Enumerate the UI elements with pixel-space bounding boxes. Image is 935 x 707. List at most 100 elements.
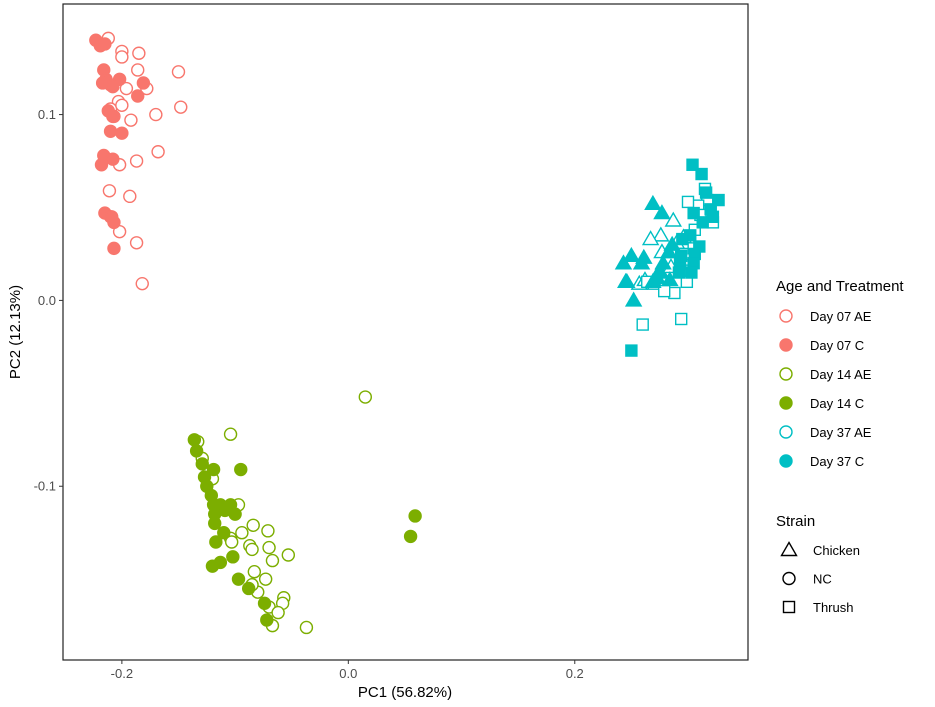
data-point xyxy=(174,100,188,114)
data-point xyxy=(102,184,117,198)
y-tick-label: 0.1 xyxy=(38,107,56,122)
data-point xyxy=(106,152,120,166)
color-legend-key xyxy=(779,338,793,352)
data-point xyxy=(206,462,221,477)
data-point xyxy=(171,65,186,79)
data-point xyxy=(132,46,146,60)
data-point xyxy=(235,526,249,540)
data-point xyxy=(614,254,633,270)
data-point xyxy=(695,167,708,181)
color-legend-label: Day 07 C xyxy=(810,338,864,353)
data-point xyxy=(123,189,137,204)
color-legend-key xyxy=(779,309,793,323)
data-point xyxy=(106,79,120,94)
data-point xyxy=(131,63,145,77)
data-point xyxy=(687,206,700,220)
data-point xyxy=(681,195,695,209)
x-tick-label: 0.0 xyxy=(339,666,357,681)
data-point xyxy=(644,194,662,210)
data-point xyxy=(403,529,418,544)
x-axis-ticks: -0.2 0.0 0.2 xyxy=(111,660,584,681)
data-point xyxy=(358,390,373,404)
data-point xyxy=(676,232,689,246)
data-point xyxy=(622,246,641,263)
data-point xyxy=(189,444,204,458)
data-point xyxy=(106,109,120,124)
color-legend-label: Day 37 AE xyxy=(810,425,872,440)
data-point xyxy=(205,559,220,573)
color-legend-key xyxy=(779,396,793,410)
data-point xyxy=(271,605,285,620)
data-point xyxy=(632,254,651,270)
shape-legend-label: Thrush xyxy=(813,600,853,615)
color-legend-title: Age and Treatment xyxy=(776,278,904,295)
data-point xyxy=(261,524,275,538)
color-legend-key xyxy=(779,425,793,439)
data-point xyxy=(652,226,670,242)
data-point xyxy=(119,81,134,96)
data-point xyxy=(281,548,296,562)
color-legend-label: Day 37 C xyxy=(810,454,864,469)
data-point xyxy=(208,516,222,531)
data-point xyxy=(129,154,144,168)
data-point xyxy=(265,553,280,568)
data-point xyxy=(115,50,129,64)
data-point xyxy=(699,186,713,199)
data-point xyxy=(668,286,681,300)
color-legend-key xyxy=(779,367,793,381)
data-point xyxy=(234,462,248,477)
data-point xyxy=(241,581,256,596)
data-point xyxy=(228,507,242,521)
data-point xyxy=(135,276,149,291)
shape-legend: Strain Chicken NC Thrush xyxy=(776,513,860,615)
data-point xyxy=(660,243,678,259)
data-point xyxy=(124,113,138,127)
data-point xyxy=(618,272,636,289)
data-point xyxy=(636,318,649,331)
shape-legend-key xyxy=(782,600,796,614)
data-point xyxy=(712,193,725,207)
y-tick-label: -0.1 xyxy=(34,479,56,494)
data-point xyxy=(209,535,223,549)
data-point xyxy=(103,124,118,138)
data-point xyxy=(408,509,422,523)
data-point xyxy=(225,535,239,549)
data-point xyxy=(653,204,671,220)
data-point xyxy=(641,230,660,246)
data-point xyxy=(706,210,720,223)
plot-panel-border xyxy=(62,3,749,661)
data-point xyxy=(246,518,260,532)
color-legend-label: Day 07 AE xyxy=(810,309,872,324)
shape-legend-key xyxy=(780,541,798,557)
data-point xyxy=(664,211,682,227)
data-point xyxy=(195,457,209,471)
data-point xyxy=(129,236,144,250)
data-point xyxy=(187,433,202,447)
data-points xyxy=(89,31,725,635)
data-point xyxy=(247,565,262,579)
data-point xyxy=(674,312,688,326)
data-point xyxy=(94,158,109,172)
data-point xyxy=(258,572,273,586)
x-tick-label: -0.2 xyxy=(111,666,133,681)
data-point xyxy=(661,271,679,287)
shape-legend-label: NC xyxy=(813,572,832,587)
y-axis-ticks: 0.1 0.0 -0.1 xyxy=(34,107,63,494)
data-point xyxy=(672,266,686,279)
color-legend-entries: Day 07 AE Day 07 C Day 14 AE Day 14 C Day 37… xyxy=(779,309,872,469)
y-axis-label: PC2 (12.13%) xyxy=(7,285,24,379)
data-point xyxy=(260,613,274,627)
data-point xyxy=(107,215,121,230)
x-axis-label: PC1 (56.82%) xyxy=(358,684,452,701)
data-point xyxy=(624,291,643,307)
data-point xyxy=(231,572,246,586)
shape-legend-key xyxy=(782,571,796,586)
data-point xyxy=(149,107,163,122)
data-point xyxy=(151,145,165,159)
data-point xyxy=(115,98,129,112)
shape-legend-title: Strain xyxy=(776,513,815,530)
data-point xyxy=(107,241,121,256)
color-legend-key xyxy=(779,454,793,468)
color-legend-label: Day 14 C xyxy=(810,396,864,411)
data-point xyxy=(686,158,699,171)
